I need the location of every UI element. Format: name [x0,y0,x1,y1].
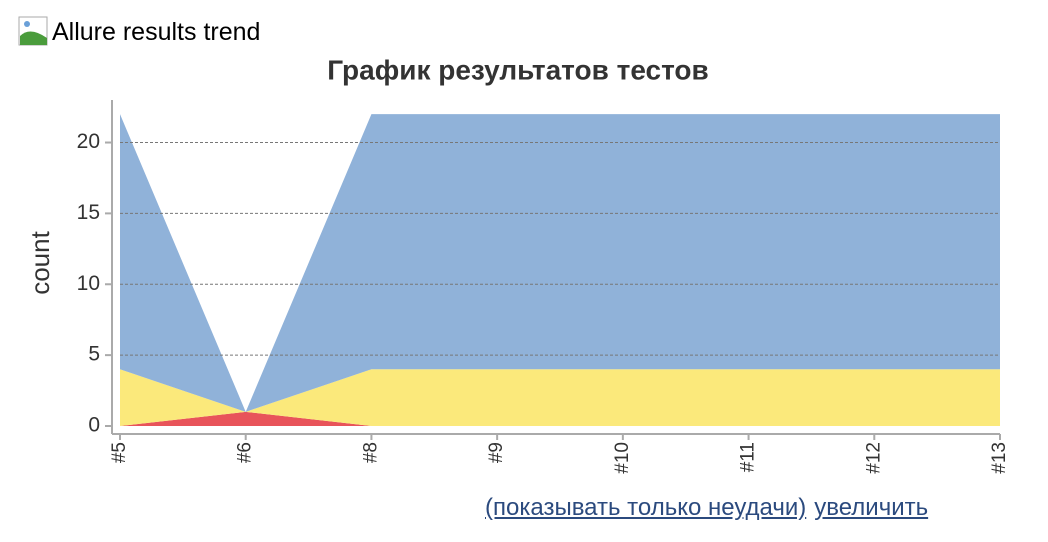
x-tick-label: #6 [235,442,256,463]
x-tick-label: #11 [738,442,759,472]
y-axis-label: count [25,230,55,294]
y-tick-label: 15 [77,201,100,224]
plot: 0 5 10 15 20 #5 #6 #8 #9 #10 #11 #12 #13 [77,100,1010,474]
image-alt-text: Allure results trend [52,17,261,46]
y-tick-label: 20 [77,130,100,153]
y-tick-label: 5 [88,343,100,366]
x-tick-label: #9 [486,442,507,463]
y-tick-label: 10 [77,272,100,295]
area [120,369,1000,426]
area [120,114,1000,412]
image-icon [18,16,48,46]
x-tick-label: #10 [612,442,633,474]
failures-only-link[interactable]: (показывать только неудачи) [485,494,807,521]
links: (показывать только неудачи) увеличить [485,494,936,522]
chart: График результатов тестов count 0 5 10 15 20… [25,54,1010,474]
x-tick-label: #12 [863,442,884,474]
chart-title: График результатов тестов [327,54,709,85]
zoom-link[interactable]: увеличить [814,494,929,521]
broken-image: Allure results trend [18,16,260,48]
area [120,411,1000,426]
y-tick-label: 0 [88,414,100,437]
x-tick-label: #13 [989,442,1010,474]
x-tick-label: #8 [360,442,381,463]
x-tick-label: #5 [109,442,130,463]
